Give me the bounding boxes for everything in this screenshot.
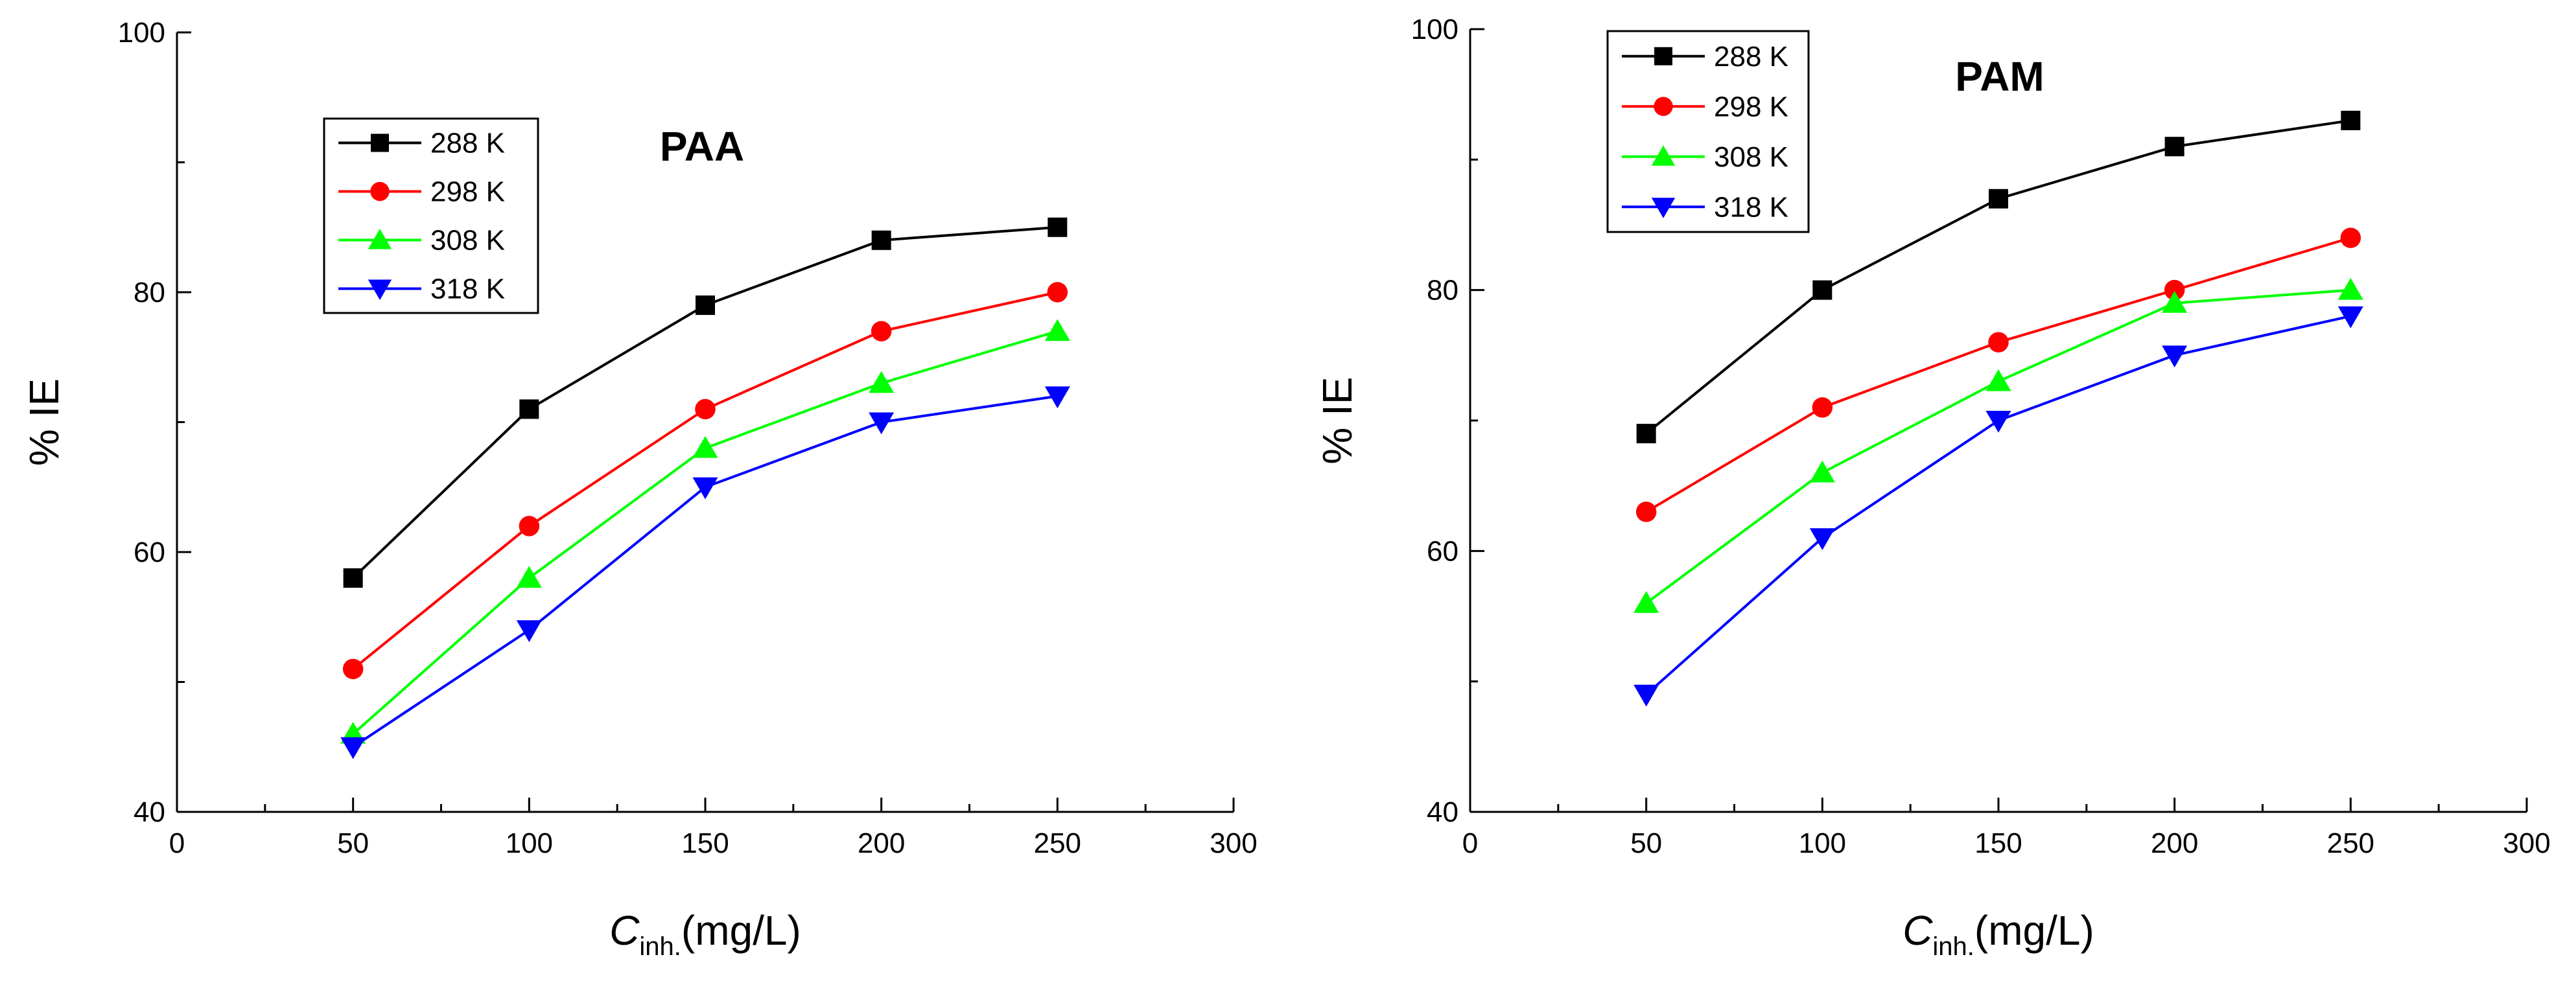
data-point [516, 620, 542, 643]
legend-marker [371, 133, 389, 152]
x-tick-label: 50 [1630, 827, 1662, 859]
series-298k [1635, 227, 2361, 522]
data-point [2340, 227, 2361, 248]
data-point [1809, 528, 1835, 550]
series-308k [1633, 277, 2363, 613]
y-tick-label: 40 [1427, 796, 1458, 828]
x-tick-label: 250 [2327, 827, 2374, 859]
data-point [692, 477, 718, 500]
legend: 288 K 298 K 308 K 318 K [323, 117, 539, 314]
data-point [1989, 189, 2008, 209]
chart-pam: 0 50 100 150 200 250 300 40 60 80 100 % IE Cinh.(mg/… [1314, 14, 2551, 961]
x-tick-label: 50 [337, 827, 369, 859]
data-point [516, 566, 542, 588]
data-point [519, 399, 539, 419]
x-tick-label: 150 [681, 827, 729, 859]
legend-label: 318 K [1714, 191, 1788, 223]
data-point [869, 412, 895, 435]
legend-label: 308 K [1714, 141, 1788, 173]
data-point [2162, 345, 2188, 368]
data-point [1635, 502, 1657, 522]
y-tick-label: 60 [1427, 535, 1458, 567]
data-point [1985, 369, 2011, 391]
legend-box [323, 117, 539, 314]
data-point [871, 230, 891, 250]
data-point [2341, 110, 2361, 130]
x-tick-label: 200 [858, 827, 905, 859]
series-298k [342, 282, 1068, 680]
y-tick-label: 80 [134, 277, 165, 308]
x-axis-label: Cinh.(mg/L) [1903, 907, 2094, 961]
series-308k [340, 319, 1070, 744]
chart-title: PAA [660, 123, 744, 170]
data-point [1636, 424, 1656, 444]
data-point [696, 295, 715, 316]
data-point [695, 398, 716, 420]
x-axis-label: Cinh.(mg/L) [609, 907, 801, 961]
data-point [2337, 306, 2363, 329]
data-point [2164, 137, 2184, 157]
data-point [1985, 411, 2011, 433]
x-tick-label: 250 [1034, 827, 1081, 859]
data-point [871, 321, 892, 341]
data-point [1812, 280, 1832, 300]
data-point [1633, 591, 1659, 613]
data-point [1047, 282, 1068, 303]
series-318k [340, 386, 1070, 759]
series-288k [343, 217, 1068, 588]
x-tick-label: 100 [506, 827, 553, 859]
data-point [2164, 279, 2185, 301]
y-tick-label: 100 [1411, 14, 1458, 45]
legend-label: 318 K [430, 273, 505, 305]
data-point [343, 568, 363, 588]
x-tick-label: 200 [2151, 827, 2198, 859]
legend-marker [1654, 47, 1672, 65]
data-point [1812, 397, 1833, 418]
data-point [1048, 217, 1068, 237]
data-point [1044, 319, 1070, 341]
data-point [692, 435, 718, 458]
x-tick-label: 300 [2503, 827, 2550, 859]
x-tick-label: 100 [1799, 827, 1846, 859]
legend-label: 288 K [430, 128, 505, 159]
x-tick-label: 0 [1462, 827, 1478, 859]
y-axis-label: % IE [21, 378, 67, 466]
chart-paa: 0 50 100 150 200 250 300 40 60 80 100 % IE Cinh.(mg/… [21, 17, 1258, 961]
series-line [352, 330, 1058, 735]
data-point [1988, 332, 2009, 352]
series-318k [1633, 306, 2363, 707]
data-point [1633, 684, 1659, 707]
legend-marker [370, 181, 390, 202]
legend-marker [1654, 97, 1673, 116]
x-tick-label: 300 [1210, 827, 1257, 859]
x-tick-label: 150 [1974, 827, 2022, 859]
y-tick-label: 40 [134, 796, 165, 828]
legend-marker [368, 229, 392, 249]
data-point [869, 371, 895, 393]
y-tick-label: 60 [134, 537, 165, 568]
legend: 288 K 298 K 308 K 318 K [1606, 30, 1810, 233]
x-tick-label: 0 [169, 827, 185, 859]
data-point [2337, 277, 2363, 300]
data-point [340, 737, 366, 759]
chart-title: PAM [1955, 53, 2044, 100]
legend-marker [1651, 145, 1676, 166]
legend-label: 308 K [430, 225, 505, 257]
legend-marker [1651, 198, 1676, 218]
y-tick-label: 80 [1427, 275, 1458, 306]
y-axis-label: % IE [1314, 376, 1361, 464]
legend-label: 298 K [1714, 91, 1788, 122]
data-point [1044, 386, 1070, 409]
legend-label: 298 K [430, 176, 505, 208]
data-point [519, 516, 540, 537]
data-point [2162, 291, 2188, 313]
data-point [1809, 460, 1835, 483]
legend-box [1606, 30, 1810, 233]
series-288k [1636, 110, 2361, 444]
legend-marker [368, 279, 392, 300]
data-point [342, 658, 364, 680]
legend-label: 288 K [1714, 41, 1788, 73]
y-tick-label: 100 [118, 17, 165, 49]
